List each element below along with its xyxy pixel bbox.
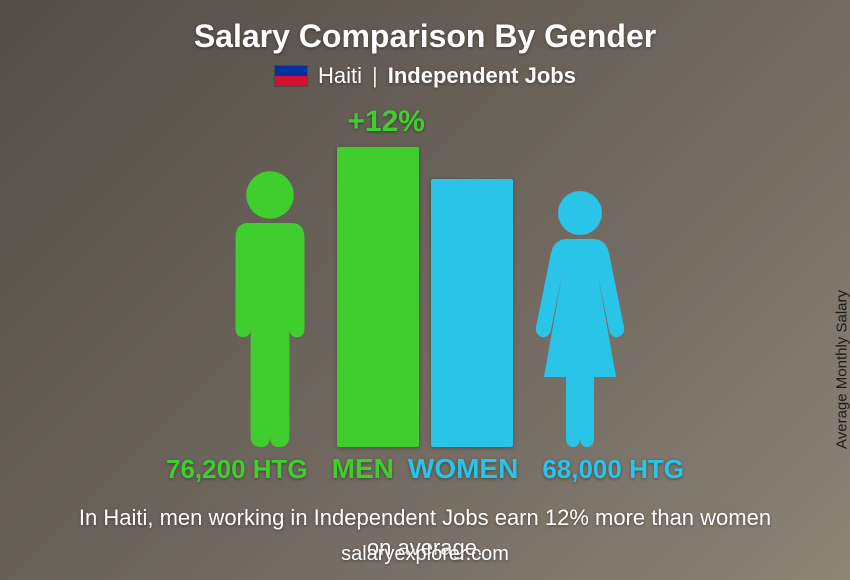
comparison-chart: +12% 76,200 HTG MEN WOMEN 68,000 HTG xyxy=(105,107,745,447)
men-salary-value: 76,200 HTG xyxy=(138,454,308,485)
page-title: Salary Comparison By Gender xyxy=(194,18,656,55)
country-label: Haiti xyxy=(318,63,362,89)
women-salary-value: 68,000 HTG xyxy=(542,454,712,485)
percent-difference-label: +12% xyxy=(347,105,425,139)
infographic-content: Salary Comparison By Gender Haiti | Inde… xyxy=(0,0,850,580)
subtitle-row: Haiti | Independent Jobs xyxy=(274,63,576,89)
men-salary-bar xyxy=(337,147,419,447)
separator: | xyxy=(372,63,378,89)
women-label: WOMEN xyxy=(408,453,518,485)
male-figure-icon xyxy=(215,167,325,447)
men-label: MEN xyxy=(332,453,394,485)
female-figure-icon xyxy=(525,187,635,447)
labels-row: 76,200 HTG MEN WOMEN 68,000 HTG xyxy=(65,453,785,485)
flag-top-stripe xyxy=(275,66,307,76)
women-salary-bar xyxy=(431,179,513,447)
flag-bottom-stripe xyxy=(275,76,307,86)
job-category-label: Independent Jobs xyxy=(388,63,576,89)
source-footer: salaryexplorer.com xyxy=(0,543,850,566)
haiti-flag-icon xyxy=(274,65,308,87)
y-axis-label: Average Monthly Salary xyxy=(834,290,850,449)
